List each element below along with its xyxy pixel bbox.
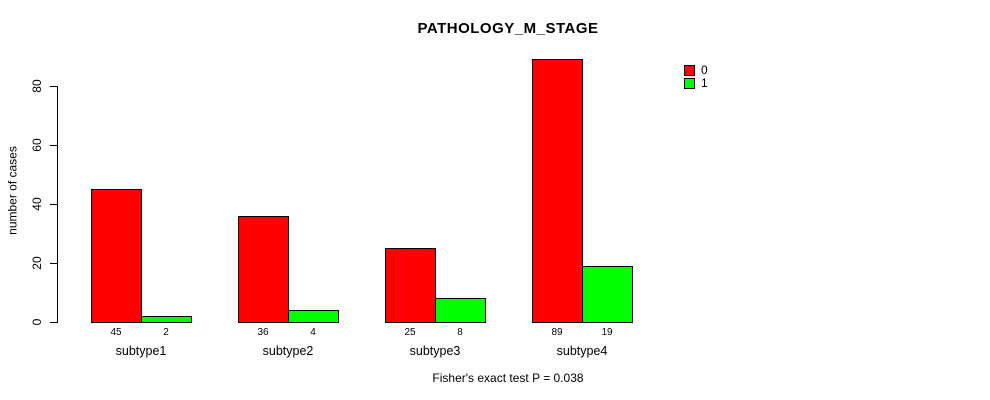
bar-subtype3-1 — [435, 298, 486, 323]
legend-item-0: 0 — [684, 64, 708, 77]
y-tick-mark — [50, 204, 57, 205]
bar-count-subtype1-1: 2 — [163, 327, 169, 338]
bar-subtype4-0 — [532, 59, 583, 323]
y-tick-label: 20 — [30, 256, 44, 270]
y-tick-label: 0 — [30, 318, 44, 326]
x-category-label-subtype3: subtype3 — [409, 344, 461, 358]
x-category-label-subtype4: subtype4 — [556, 344, 608, 358]
bar-subtype1-1 — [141, 316, 192, 323]
bar-count-subtype4-1: 19 — [601, 327, 613, 338]
x-category-label-subtype2: subtype2 — [262, 344, 314, 358]
bar-subtype2-0 — [238, 216, 289, 323]
y-axis-label: number of cases — [5, 146, 20, 235]
bar-count-subtype4-0: 89 — [551, 327, 563, 338]
bar-count-subtype3-1: 8 — [457, 327, 463, 338]
legend-label-0: 0 — [701, 63, 708, 77]
y-tick-mark — [50, 263, 57, 264]
y-tick-mark — [50, 322, 57, 323]
bar-count-subtype3-0: 25 — [404, 327, 416, 338]
legend-swatch-green — [684, 78, 695, 89]
legend-item-1: 1 — [684, 77, 708, 90]
legend: 0 1 — [684, 64, 708, 90]
annotation-text: Fisher's exact test P = 0.038 — [432, 371, 584, 385]
bar-count-subtype1-0: 45 — [110, 327, 122, 338]
y-tick-mark — [50, 145, 57, 146]
y-axis-line — [57, 86, 58, 323]
legend-swatch-red — [684, 65, 695, 76]
bar-subtype3-0 — [385, 248, 436, 323]
bar-count-subtype2-1: 4 — [310, 327, 316, 338]
y-tick-label: 60 — [30, 138, 44, 152]
x-category-label-subtype1: subtype1 — [115, 344, 167, 358]
y-tick-label: 80 — [30, 79, 44, 93]
chart-title: PATHOLOGY_M_STAGE — [417, 20, 599, 37]
y-tick-label: 40 — [30, 197, 44, 211]
legend-label-1: 1 — [701, 76, 708, 90]
bar-count-subtype2-0: 36 — [257, 327, 269, 338]
y-tick-mark — [50, 86, 57, 87]
bar-subtype2-1 — [288, 310, 339, 323]
bar-subtype1-0 — [91, 189, 142, 323]
bar-subtype4-1 — [582, 266, 633, 323]
